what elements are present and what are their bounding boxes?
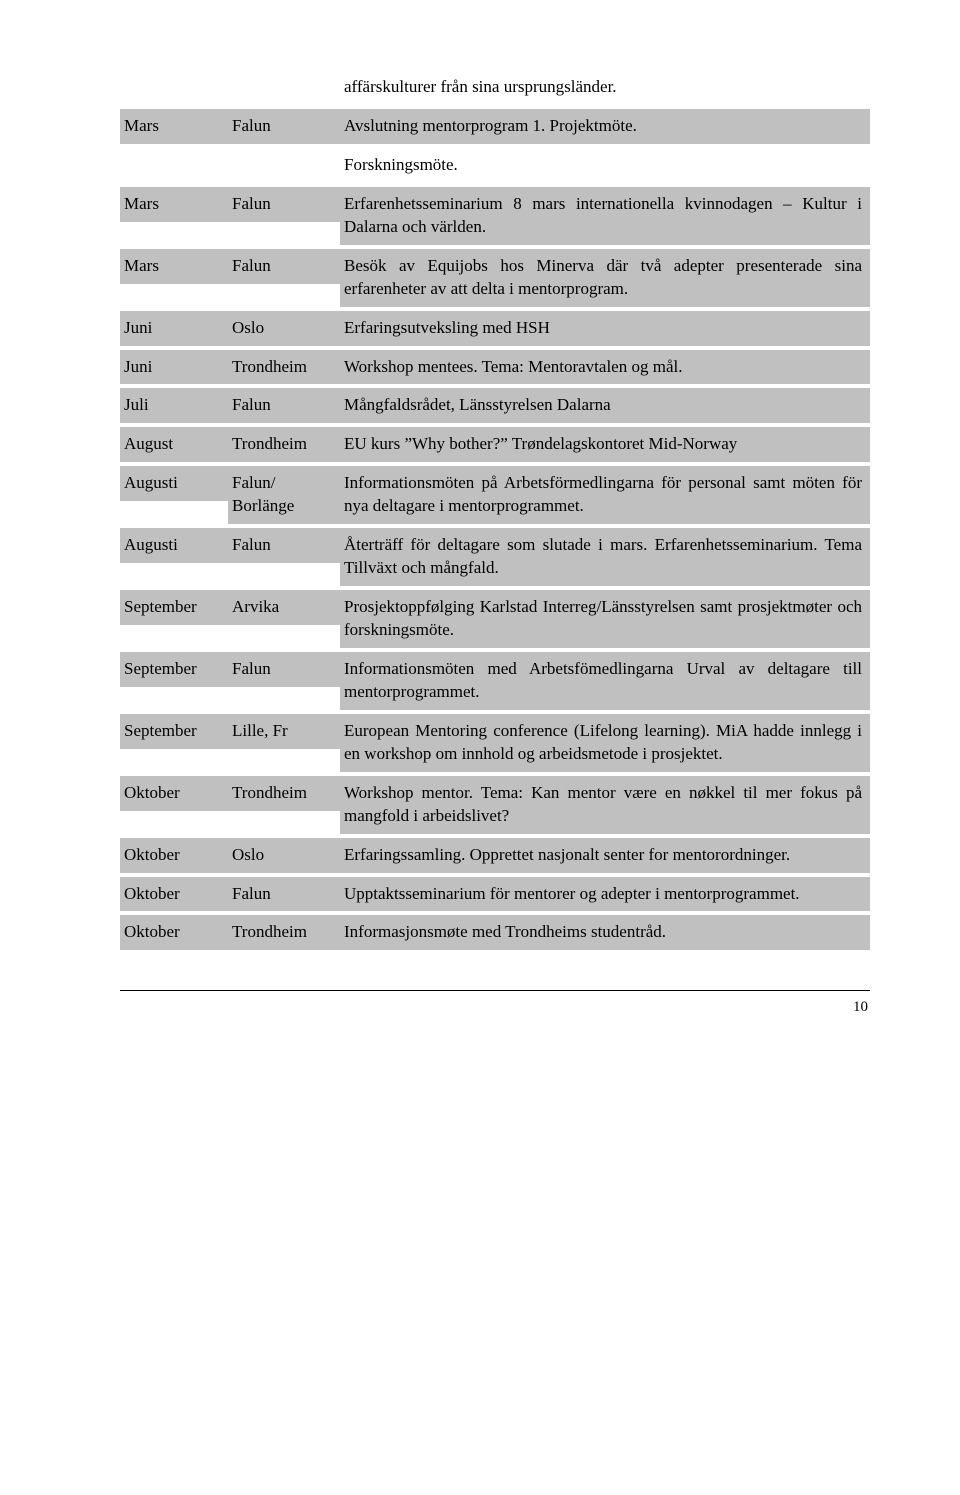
table-row: OktoberFalunUpptaktsseminarium för mento… bbox=[120, 877, 870, 912]
description-cell: Workshop mentor. Tema: Kan mentor være e… bbox=[340, 776, 870, 834]
description-cell: Erfaringsutveksling med HSH bbox=[340, 311, 870, 346]
place-cell: Arvika bbox=[228, 590, 340, 625]
month-cell: Mars bbox=[120, 249, 228, 284]
place-cell bbox=[228, 148, 340, 160]
place-cell: Falun bbox=[228, 109, 340, 144]
month-cell: Juli bbox=[120, 388, 228, 423]
place-cell: Trondheim bbox=[228, 427, 340, 462]
table-row: AugustTrondheimEU kurs ”Why bother?” Trø… bbox=[120, 427, 870, 462]
table-row: Forskningsmöte. bbox=[120, 148, 870, 183]
description-cell: Erfarenhetsseminarium 8 mars internation… bbox=[340, 187, 870, 245]
table-row: OktoberTrondheimWorkshop mentor. Tema: K… bbox=[120, 776, 870, 834]
month-cell: Oktober bbox=[120, 776, 228, 811]
month-cell: September bbox=[120, 652, 228, 687]
place-cell: Trondheim bbox=[228, 350, 340, 385]
month-cell: Augusti bbox=[120, 528, 228, 563]
place-cell: Falun bbox=[228, 528, 340, 563]
description-cell: European Mentoring conference (Lifelong … bbox=[340, 714, 870, 772]
place-cell: Falun bbox=[228, 249, 340, 284]
table-row: AugustiFalun/ BorlängeInformationsmöten … bbox=[120, 466, 870, 524]
description-cell: Workshop mentees. Tema: Mentoravtalen og… bbox=[340, 350, 870, 385]
table-row: JuniTrondheimWorkshop mentees. Tema: Men… bbox=[120, 350, 870, 385]
table-row: MarsFalunBesök av Equijobs hos Minerva d… bbox=[120, 249, 870, 307]
place-cell: Trondheim bbox=[228, 776, 340, 811]
table-row: OktoberTrondheimInformasjonsmøte med Tro… bbox=[120, 915, 870, 950]
month-cell: September bbox=[120, 590, 228, 625]
description-cell: Erfaringssamling. Opprettet nasjonalt se… bbox=[340, 838, 870, 873]
description-cell: Informasjonsmøte med Trondheims studentr… bbox=[340, 915, 870, 950]
table-row: MarsFalunErfarenhetsseminarium 8 mars in… bbox=[120, 187, 870, 245]
place-cell: Falun bbox=[228, 187, 340, 222]
table-row: MarsFalunAvslutning mentorprogram 1. Pro… bbox=[120, 109, 870, 144]
table-row: AugustiFalunÅterträff för deltagare som … bbox=[120, 528, 870, 586]
month-cell: Oktober bbox=[120, 877, 228, 912]
place-cell bbox=[228, 70, 340, 82]
table-row: JuliFalunMångfaldsrådet, Länsstyrelsen D… bbox=[120, 388, 870, 423]
place-cell: Trondheim bbox=[228, 915, 340, 950]
description-cell: Återträff för deltagare som slutade i ma… bbox=[340, 528, 870, 586]
table-row: affärskulturer från sina ursprungsländer… bbox=[120, 70, 870, 105]
description-cell: Informationsmöten med Arbetsfömedlingarn… bbox=[340, 652, 870, 710]
description-cell: Avslutning mentorprogram 1. Projektmöte. bbox=[340, 109, 870, 144]
place-cell: Lille, Fr bbox=[228, 714, 340, 749]
description-cell: Informationsmöten på Arbetsförmedlingarn… bbox=[340, 466, 870, 524]
month-cell: Mars bbox=[120, 109, 228, 144]
description-cell: Prosjektoppfølging Karlstad Interreg/Län… bbox=[340, 590, 870, 648]
description-cell: EU kurs ”Why bother?” Trøndelagskontoret… bbox=[340, 427, 870, 462]
table-row: JuniOsloErfaringsutveksling med HSH bbox=[120, 311, 870, 346]
schedule-table: affärskulturer från sina ursprungsländer… bbox=[120, 70, 870, 950]
description-cell: affärskulturer från sina ursprungsländer… bbox=[340, 70, 870, 105]
place-cell: Falun/ Borlänge bbox=[228, 466, 340, 524]
place-cell: Oslo bbox=[228, 311, 340, 346]
table-row: SeptemberLille, FrEuropean Mentoring con… bbox=[120, 714, 870, 772]
table-row: SeptemberFalunInformationsmöten med Arbe… bbox=[120, 652, 870, 710]
month-cell: Juni bbox=[120, 311, 228, 346]
month-cell: September bbox=[120, 714, 228, 749]
footer-separator bbox=[120, 990, 870, 991]
month-cell: Juni bbox=[120, 350, 228, 385]
table-row: SeptemberArvikaProsjektoppfølging Karlst… bbox=[120, 590, 870, 648]
table-row: OktoberOsloErfaringssamling. Opprettet n… bbox=[120, 838, 870, 873]
description-cell: Upptaktsseminarium för mentorer og adept… bbox=[340, 877, 870, 912]
month-cell: Augusti bbox=[120, 466, 228, 501]
month-cell: Mars bbox=[120, 187, 228, 222]
place-cell: Falun bbox=[228, 388, 340, 423]
place-cell: Oslo bbox=[228, 838, 340, 873]
description-cell: Besök av Equijobs hos Minerva där två ad… bbox=[340, 249, 870, 307]
month-cell bbox=[120, 148, 228, 160]
month-cell: Oktober bbox=[120, 838, 228, 873]
description-cell: Mångfaldsrådet, Länsstyrelsen Dalarna bbox=[340, 388, 870, 423]
place-cell: Falun bbox=[228, 877, 340, 912]
description-cell: Forskningsmöte. bbox=[340, 148, 870, 183]
page-number: 10 bbox=[120, 997, 870, 1017]
month-cell: Oktober bbox=[120, 915, 228, 950]
month-cell: August bbox=[120, 427, 228, 462]
month-cell bbox=[120, 70, 228, 82]
place-cell: Falun bbox=[228, 652, 340, 687]
